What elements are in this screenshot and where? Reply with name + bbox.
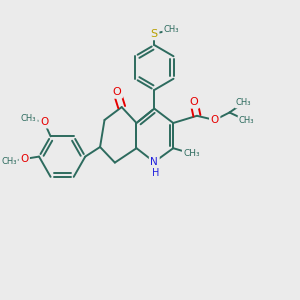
Text: CH₃: CH₃ — [164, 26, 179, 34]
Text: CH₃: CH₃ — [239, 116, 254, 125]
Text: O: O — [40, 117, 48, 127]
Text: O: O — [112, 87, 121, 97]
Text: CH₃: CH₃ — [183, 149, 200, 158]
Text: O: O — [190, 97, 198, 107]
Text: O: O — [20, 154, 28, 164]
Text: CH₃: CH₃ — [21, 114, 36, 123]
Text: O: O — [211, 115, 219, 125]
Text: CH₃: CH₃ — [1, 157, 16, 166]
Text: CH₃: CH₃ — [236, 98, 251, 107]
Text: N: N — [150, 157, 158, 167]
Text: H: H — [152, 168, 159, 178]
Text: S: S — [151, 28, 158, 39]
